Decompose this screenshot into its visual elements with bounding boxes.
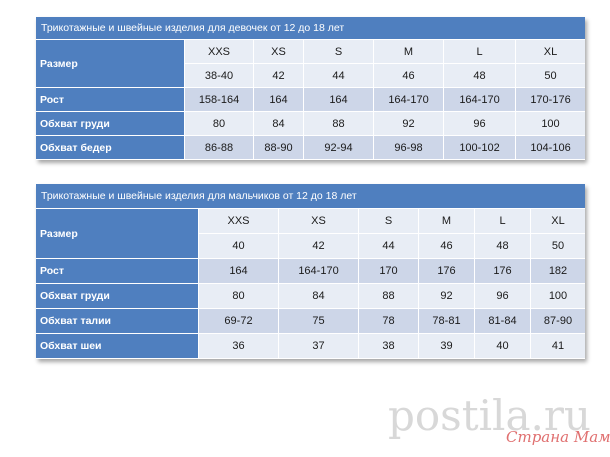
girls-row-label: Обхват бедер (36, 136, 184, 160)
girls-cell: 164 (303, 88, 373, 112)
girls-cell: 92 (373, 112, 443, 136)
girls-cell: 104-106 (515, 136, 585, 160)
girls-cell: 80 (184, 112, 253, 136)
boys-size-number: 40 (198, 234, 278, 259)
girls-cell: 164-170 (443, 88, 515, 112)
boys-table-title: Трикотажные и швейные изделия для мальчи… (36, 184, 585, 209)
girls-cell: 96-98 (373, 136, 443, 160)
girls-row-height: Рост 158-164 164 164 164-170 164-170 170… (36, 88, 585, 112)
boys-size-number: 44 (358, 234, 418, 259)
boys-cell: 78 (358, 309, 418, 334)
watermark-main-text: postila.ru (388, 391, 591, 440)
boys-cell: 100 (530, 284, 585, 309)
girls-cell: 96 (443, 112, 515, 136)
girls-cell: 100-102 (443, 136, 515, 160)
girls-size-letter: XL (515, 40, 585, 64)
girls-cell: 86-88 (184, 136, 253, 160)
girls-size-label: Размер (36, 40, 184, 88)
boys-size-letter: XL (530, 209, 585, 234)
girls-size-letter: S (303, 40, 373, 64)
boys-cell: 176 (418, 259, 474, 284)
boys-row-label: Обхват талии (36, 309, 198, 334)
boys-row-label: Обхват шеи (36, 334, 198, 359)
girls-row-hips: Обхват бедер 86-88 88-90 92-94 96-98 100… (36, 136, 585, 160)
boys-size-letter: M (418, 209, 474, 234)
boys-row-neck: Обхват шеи 36 37 38 39 40 41 (36, 334, 585, 359)
postila-watermark-logo: postila.ru Страна Мам (388, 391, 610, 452)
boys-cell: 164 (198, 259, 278, 284)
girls-cell: 158-164 (184, 88, 253, 112)
boys-cell: 36 (198, 334, 278, 359)
boys-cell: 81-84 (474, 309, 530, 334)
boys-row-height: Рост 164 164-170 170 176 176 182 (36, 259, 585, 284)
boys-cell: 80 (198, 284, 278, 309)
boys-row-chest: Обхват груди 80 84 88 92 96 100 (36, 284, 585, 309)
boys-cell: 78-81 (418, 309, 474, 334)
boys-size-number: 46 (418, 234, 474, 259)
boys-cell: 39 (418, 334, 474, 359)
girls-cell: 88-90 (253, 136, 303, 160)
girls-cell: 88 (303, 112, 373, 136)
girls-size-number: 46 (373, 64, 443, 88)
boys-cell: 37 (278, 334, 358, 359)
girls-size-number: 38-40 (184, 64, 253, 88)
girls-size-number: 50 (515, 64, 585, 88)
girls-size-letter: M (373, 40, 443, 64)
boys-row-label: Рост (36, 259, 198, 284)
girls-row-label: Рост (36, 88, 184, 112)
girls-row-label: Обхват груди (36, 112, 184, 136)
girls-row-chest: Обхват груди 80 84 88 92 96 100 (36, 112, 585, 136)
girls-size-table: Трикотажные и швейные изделия для девоче… (36, 17, 585, 160)
boys-row-waist: Обхват талии 69-72 75 78 78-81 81-84 87-… (36, 309, 585, 334)
boys-size-letter: S (358, 209, 418, 234)
girls-cell: 84 (253, 112, 303, 136)
boys-size-letter: XS (278, 209, 358, 234)
girls-size-number: 48 (443, 64, 515, 88)
boys-cell: 96 (474, 284, 530, 309)
girls-cell: 100 (515, 112, 585, 136)
boys-size-number: 42 (278, 234, 358, 259)
girls-size-number: 42 (253, 64, 303, 88)
boys-cell: 84 (278, 284, 358, 309)
boys-cell: 75 (278, 309, 358, 334)
boys-cell: 170 (358, 259, 418, 284)
boys-cell: 69-72 (198, 309, 278, 334)
girls-size-letter: XXS (184, 40, 253, 64)
watermark-sub-text: Страна Мам (506, 428, 610, 446)
girls-cell: 164-170 (373, 88, 443, 112)
boys-cell: 38 (358, 334, 418, 359)
boys-size-number: 50 (530, 234, 585, 259)
boys-cell: 41 (530, 334, 585, 359)
boys-size-number: 48 (474, 234, 530, 259)
girls-cell: 92-94 (303, 136, 373, 160)
boys-size-table: Трикотажные и швейные изделия для мальчи… (36, 184, 585, 359)
girls-table-title: Трикотажные и швейные изделия для девоче… (36, 17, 585, 40)
girls-cell: 170-176 (515, 88, 585, 112)
boys-cell: 88 (358, 284, 418, 309)
boys-size-letter: L (474, 209, 530, 234)
boys-size-label: Размер (36, 209, 198, 259)
boys-cell: 92 (418, 284, 474, 309)
girls-size-letter: L (443, 40, 515, 64)
boys-cell: 164-170 (278, 259, 358, 284)
girls-cell: 164 (253, 88, 303, 112)
boys-row-label: Обхват груди (36, 284, 198, 309)
boys-cell: 40 (474, 334, 530, 359)
boys-cell: 87-90 (530, 309, 585, 334)
boys-cell: 176 (474, 259, 530, 284)
boys-cell: 182 (530, 259, 585, 284)
girls-size-letter: XS (253, 40, 303, 64)
girls-size-number: 44 (303, 64, 373, 88)
boys-size-letter: XXS (198, 209, 278, 234)
